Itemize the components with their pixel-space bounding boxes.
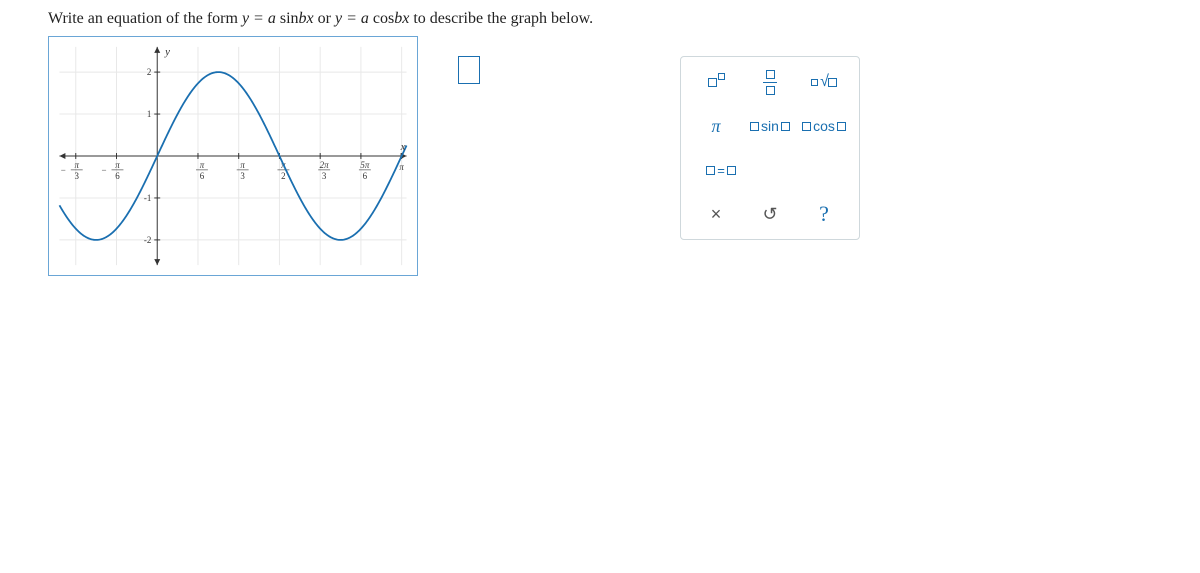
q-eq2-lhs: y = a xyxy=(335,10,373,27)
tool-clear[interactable]: × xyxy=(692,199,740,229)
tool-help[interactable]: ? xyxy=(800,199,848,229)
svg-text:π: π xyxy=(399,162,404,172)
svg-text:6: 6 xyxy=(115,171,120,181)
reset-icon: ↺ xyxy=(762,204,777,225)
graph-svg: -2-112−π3−π6π6π3π22π35π6π yx xyxy=(49,37,417,275)
svg-text:π: π xyxy=(200,160,205,170)
svg-text:3: 3 xyxy=(75,171,80,181)
svg-text:2: 2 xyxy=(147,67,151,77)
q-eq2-func: cos xyxy=(373,10,394,27)
tool-reset[interactable]: ↺ xyxy=(746,199,794,229)
svg-text:y: y xyxy=(164,46,170,58)
svg-text:π: π xyxy=(240,160,245,170)
cos-label: cos xyxy=(813,118,835,134)
q-eq1-func: sin xyxy=(280,10,299,27)
math-toolbox: √ π sin cos = xyxy=(680,56,860,240)
graph-panel: -2-112−π3−π6π6π3π22π35π6π yx xyxy=(48,36,418,276)
svg-text:3: 3 xyxy=(240,171,245,181)
svg-text:2: 2 xyxy=(281,171,285,181)
sin-label: sin xyxy=(761,118,779,134)
svg-text:-2: -2 xyxy=(144,235,151,245)
q-eq2-arg: bx xyxy=(394,10,409,27)
question-text: Write an equation of the form y = a sinb… xyxy=(48,10,1152,28)
q-or: or xyxy=(314,10,335,27)
answer-input[interactable] xyxy=(458,56,480,84)
q-suffix: to describe the graph below. xyxy=(409,10,593,27)
tool-power[interactable] xyxy=(692,67,740,97)
q-eq1-lhs: y = a xyxy=(242,10,280,27)
tool-sin[interactable]: sin xyxy=(746,111,794,141)
tool-fraction[interactable] xyxy=(746,67,794,97)
svg-text:5π: 5π xyxy=(360,160,369,170)
svg-text:2π: 2π xyxy=(320,160,329,170)
svg-text:π: π xyxy=(115,160,120,170)
tool-cos[interactable]: cos xyxy=(800,111,848,141)
eq-label: = xyxy=(717,163,725,178)
svg-text:x: x xyxy=(400,141,406,153)
help-icon: ? xyxy=(819,201,829,227)
clear-icon: × xyxy=(711,204,722,225)
svg-text:π: π xyxy=(75,160,80,170)
svg-text:-1: -1 xyxy=(144,193,151,203)
svg-text:−: − xyxy=(61,165,66,175)
tool-pi[interactable]: π xyxy=(692,111,740,141)
svg-text:6: 6 xyxy=(200,171,205,181)
q-prefix: Write an equation of the form xyxy=(48,10,242,27)
svg-text:1: 1 xyxy=(147,109,151,119)
pi-label: π xyxy=(711,116,720,137)
svg-text:3: 3 xyxy=(322,171,327,181)
tool-sqrt[interactable]: √ xyxy=(800,67,848,97)
svg-text:−: − xyxy=(102,165,107,175)
q-eq1-arg: bx xyxy=(299,10,314,27)
svg-text:6: 6 xyxy=(363,171,368,181)
tool-equals[interactable]: = xyxy=(697,155,745,185)
